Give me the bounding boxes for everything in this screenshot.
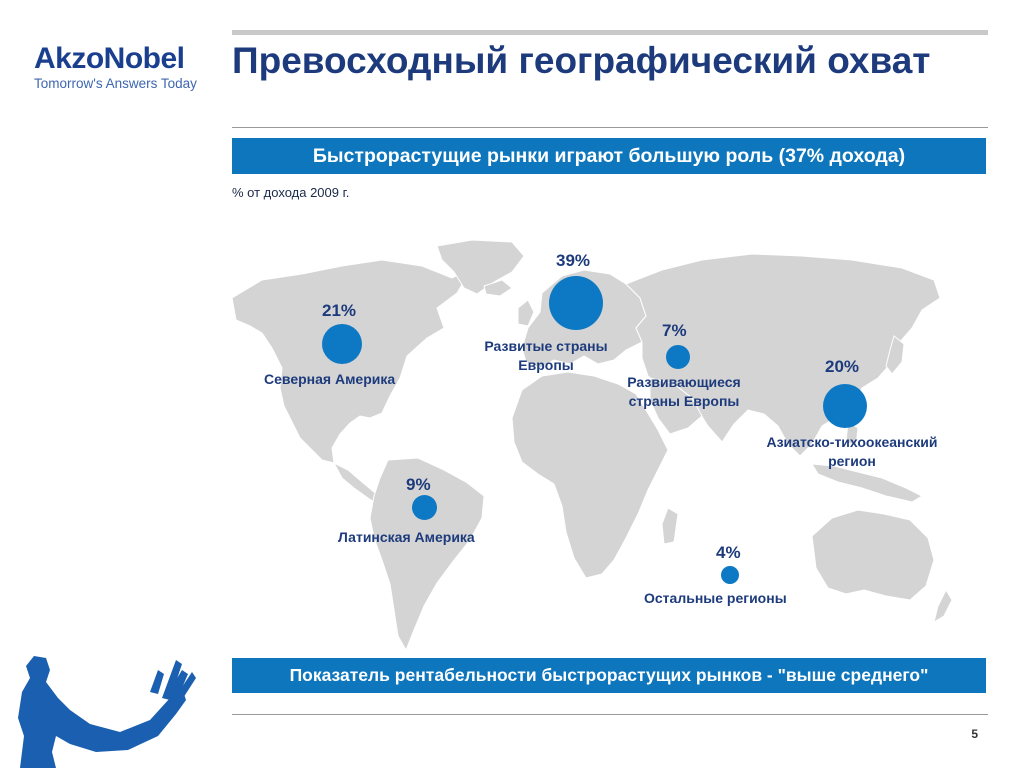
australia-shape (811, 509, 935, 601)
bubble-developed-europe (549, 276, 603, 330)
madagascar-shape (661, 507, 679, 545)
label-asia-pacific: Азиатско-тихоокеанский регион (766, 434, 938, 469)
fast-growth-banner: Быстрорастущие рынки играют большую роль… (232, 138, 986, 174)
philippines-shape (845, 421, 859, 447)
bubble-latin-america (412, 495, 437, 520)
world-map (231, 239, 952, 652)
new-zealand-shape (933, 588, 952, 624)
africa-shape (511, 371, 669, 579)
bubble-north-america (322, 324, 362, 364)
greenland-shape (436, 239, 525, 295)
label-north-america: Северная Америка (264, 371, 396, 387)
percent-developing-europe: 7% (662, 321, 687, 340)
uk-shape (517, 299, 535, 327)
percent-north-america: 21% (322, 301, 357, 320)
banner-top-rule (232, 127, 988, 128)
page-number: 5 (971, 727, 978, 741)
indonesia-shape (811, 463, 924, 503)
logo-name: AkzoNobel (34, 42, 185, 75)
north-america-shape (231, 259, 474, 464)
label-developing-europe: Развивающиеся страны Европы (627, 374, 741, 409)
bubble-asia-pacific (823, 384, 867, 428)
arabia-shape (649, 377, 703, 435)
page-title: Превосходный географический охват (232, 40, 931, 81)
revenue-note: % от дохода 2009 г. (232, 185, 350, 200)
percent-other: 4% (716, 543, 741, 562)
percent-latin-america: 9% (406, 475, 431, 494)
percent-asia-pacific: 20% (825, 357, 860, 376)
footer-rule (232, 714, 988, 715)
label-latin-america: Латинская Америка (338, 529, 475, 545)
south-america-shape (369, 457, 485, 652)
bubble-other (721, 566, 739, 584)
bubble-developing-europe (666, 345, 690, 369)
asia-shape (625, 253, 941, 457)
label-other: Остальные регионы (644, 590, 787, 606)
japan-shape (885, 335, 905, 375)
percent-developed-europe: 39% (556, 251, 591, 270)
akzonobel-logo: AkzoNobel Tomorrow's Answers Today (34, 43, 197, 92)
label-developed-europe: Развитые страны Европы (484, 338, 608, 373)
profitability-banner: Показатель рентабельности быстрорастущих… (232, 658, 986, 693)
akzonobel-figure-icon (18, 656, 196, 768)
top-rule (232, 30, 988, 35)
iceland-shape (483, 279, 513, 297)
logo-tagline: Tomorrow's Answers Today (34, 76, 197, 91)
